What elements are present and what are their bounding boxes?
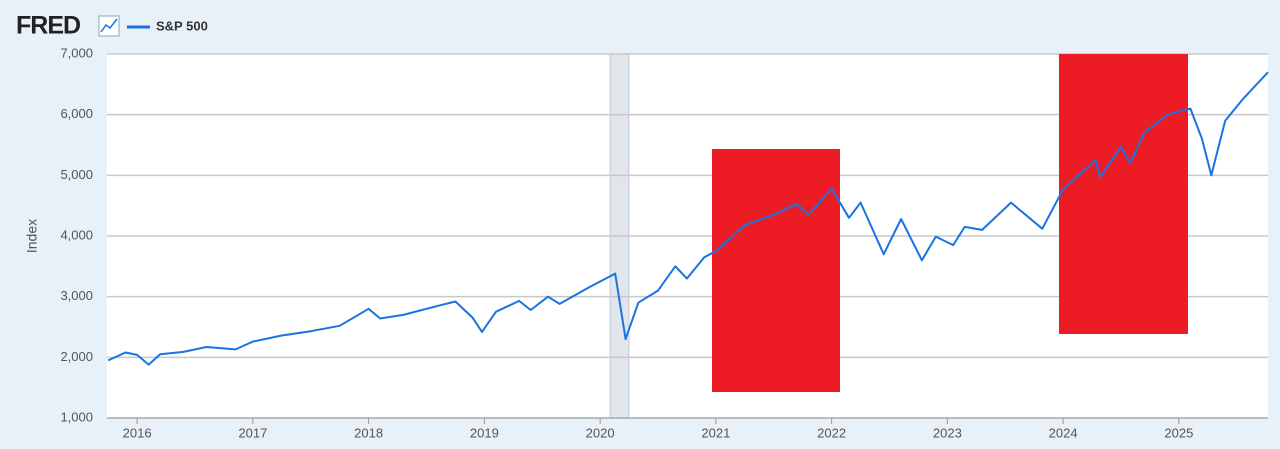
- y-tick-label: 6,000: [60, 106, 93, 121]
- x-tick-label: 2017: [238, 425, 267, 440]
- x-tick-label: 2016: [123, 425, 152, 440]
- logo: FRED: [16, 12, 80, 40]
- y-tick-label: 7,000: [60, 45, 93, 60]
- y-axis-label: Index: [24, 219, 40, 253]
- x-tick-label: 2024: [1049, 425, 1078, 440]
- series-line: [107, 71, 1269, 366]
- y-tick-label: 1,000: [60, 409, 93, 424]
- x-tick-label: 2021: [701, 425, 730, 440]
- legend-label: S&P 500: [156, 18, 208, 33]
- x-tick-label: 2023: [933, 425, 962, 440]
- y-tick-label: 3,000: [60, 288, 93, 303]
- highlight-box: [1059, 54, 1188, 334]
- x-tick-label: 2019: [470, 425, 499, 440]
- y-tick-label: 4,000: [60, 227, 93, 242]
- marks: [107, 71, 1269, 366]
- y-tick-label: 5,000: [60, 167, 93, 182]
- y-tick-label: 2,000: [60, 349, 93, 364]
- x-tick-label: 2020: [586, 425, 615, 440]
- x-tick-label: 2018: [354, 425, 383, 440]
- x-tick-label: 2022: [817, 425, 846, 440]
- logo-icon: [98, 15, 120, 37]
- logo-icon-line: [100, 18, 118, 33]
- highlight-box: [712, 149, 840, 392]
- x-tick-label: 2025: [1164, 425, 1193, 440]
